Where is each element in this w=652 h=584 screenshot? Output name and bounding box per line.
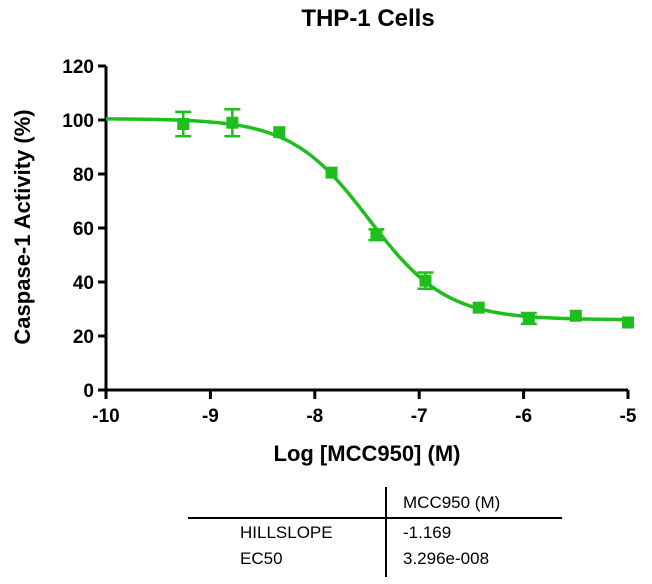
x-tick-label: -6 xyxy=(515,406,532,427)
axes: 0 20 40 60 80 100 120 -10 -9 -8 -7 -6 -5 xyxy=(62,57,637,427)
y-tick-label: 60 xyxy=(73,219,94,240)
data-point xyxy=(175,110,192,138)
point-marker xyxy=(273,126,286,139)
point-marker xyxy=(325,166,338,179)
table-row-value-ec50: 3.296e-008 xyxy=(403,549,489,568)
y-axis-label: Caspase-1 Activity (%) xyxy=(10,109,35,344)
data-point xyxy=(417,271,434,290)
x-tick-label: -10 xyxy=(92,406,119,427)
data-point xyxy=(622,316,634,329)
data-point xyxy=(520,311,537,326)
point-marker xyxy=(622,316,634,329)
point-marker xyxy=(226,116,239,129)
point-marker xyxy=(177,118,190,131)
results-table: MCC950 (M) HILLSLOPE -1.169 EC50 3.296e-… xyxy=(188,487,562,577)
fit-curve-layer xyxy=(105,117,629,322)
x-tick-label: -8 xyxy=(306,406,323,427)
table-row-value-hillslope: -1.169 xyxy=(403,523,451,542)
table-column-header: MCC950 (M) xyxy=(403,493,500,512)
point-marker xyxy=(522,312,535,325)
point-marker xyxy=(569,309,582,322)
y-tick-label: 80 xyxy=(73,165,94,186)
table-row-label-hillslope: HILLSLOPE xyxy=(240,523,333,542)
table-row-label-ec50: EC50 xyxy=(240,549,283,568)
point-marker xyxy=(370,228,383,241)
data-point xyxy=(224,107,241,138)
data-point xyxy=(569,309,582,322)
x-tick-label: -7 xyxy=(411,406,428,427)
y-tick-label: 120 xyxy=(62,57,94,78)
y-tick-label: 40 xyxy=(73,273,94,294)
fit-curve xyxy=(105,117,629,322)
y-tick-label: 0 xyxy=(83,381,94,402)
x-tick-label: -9 xyxy=(202,406,219,427)
data-point xyxy=(472,301,485,314)
point-marker xyxy=(419,274,432,287)
y-tick-label: 100 xyxy=(62,111,94,132)
point-marker xyxy=(472,301,485,314)
x-tick-label: -5 xyxy=(620,406,637,427)
x-axis-label: Log [MCC950] (M) xyxy=(274,441,461,466)
data-point xyxy=(325,166,338,179)
data-point xyxy=(368,228,385,242)
y-tick-label: 20 xyxy=(73,327,94,348)
chart-title: THP-1 Cells xyxy=(301,5,434,32)
data-points-layer xyxy=(175,107,634,329)
data-point xyxy=(273,126,286,139)
